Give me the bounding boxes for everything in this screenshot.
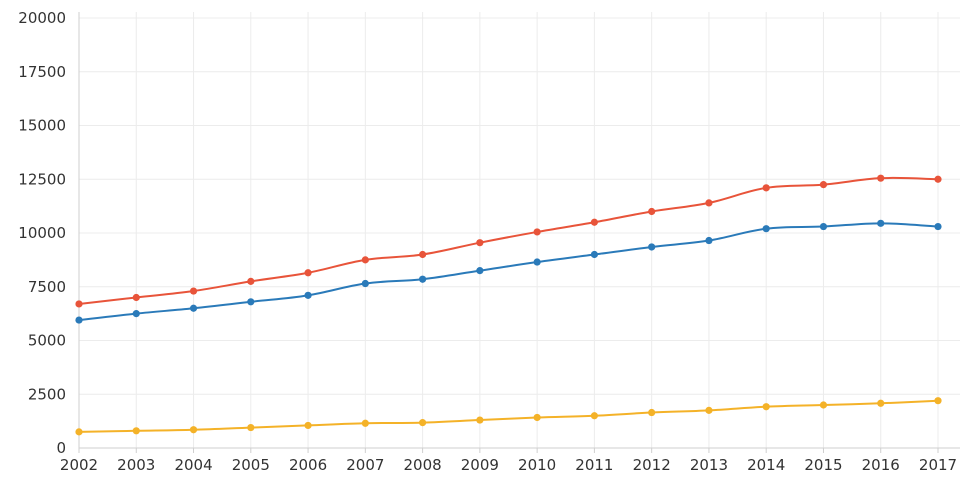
data-point: [419, 275, 427, 283]
series-line: [78, 176, 939, 305]
data-point: [419, 419, 427, 427]
data-point: [762, 184, 770, 192]
data-point: [304, 269, 312, 277]
data-point: [189, 426, 198, 434]
series-3: [75, 397, 942, 436]
data-point: [762, 403, 770, 411]
data-point: [590, 412, 599, 420]
axis-layer: [78, 12, 960, 453]
x-tick-label: 2005: [232, 456, 270, 474]
data-point: [533, 258, 541, 266]
data-point: [189, 287, 198, 295]
data-point: [132, 427, 140, 435]
data-point: [189, 304, 198, 312]
data-point: [934, 397, 942, 405]
data-point: [247, 423, 255, 432]
x-tick-label: 2010: [518, 456, 556, 474]
data-point: [533, 228, 541, 236]
y-tick-label: 10000: [18, 224, 66, 242]
series-line: [78, 399, 939, 433]
series-1: [75, 174, 942, 308]
data-point: [705, 406, 713, 414]
data-point: [247, 277, 255, 285]
data-point: [877, 219, 885, 227]
data-point: [705, 199, 713, 207]
data-point: [648, 243, 656, 251]
grid-layer: [79, 12, 960, 448]
data-point: [132, 310, 140, 318]
data-point: [590, 250, 599, 259]
data-point: [247, 298, 255, 306]
data-point: [476, 267, 484, 275]
x-tick-label: 2007: [346, 456, 384, 474]
data-point: [533, 413, 541, 422]
x-tick-label: 2014: [747, 456, 785, 474]
x-tick-label: 2011: [575, 456, 613, 474]
data-point: [419, 250, 427, 259]
data-point: [819, 181, 828, 189]
data-point: [648, 408, 656, 417]
data-point: [877, 174, 885, 182]
series-line: [78, 222, 939, 322]
data-point: [304, 421, 312, 430]
data-point: [132, 293, 140, 302]
x-tick-label: 2012: [633, 456, 671, 474]
y-tick-label: 12500: [18, 170, 66, 188]
y-tick-label: 7500: [28, 278, 66, 296]
data-point: [705, 236, 713, 245]
x-tick-label: 2004: [174, 456, 212, 474]
data-point: [762, 225, 770, 233]
y-tick-label: 0: [56, 439, 66, 457]
y-tick-label: 15000: [18, 117, 66, 135]
y-tick-label: 2500: [28, 385, 66, 403]
y-tick-label: 17500: [18, 63, 66, 81]
data-point: [75, 316, 83, 324]
x-tick-label: 2013: [690, 456, 728, 474]
data-point: [361, 419, 369, 427]
x-tick-label: 2015: [804, 456, 842, 474]
data-point: [590, 218, 599, 226]
x-tick-label: 2017: [919, 456, 957, 474]
data-point: [361, 256, 369, 264]
x-tick-label: 2006: [289, 456, 327, 474]
x-tick-label: 2016: [862, 456, 900, 474]
data-point: [361, 279, 369, 288]
x-tick-label: 2008: [404, 456, 442, 474]
y-tick-label: 20000: [18, 9, 66, 27]
data-point: [476, 239, 484, 247]
data-point: [75, 300, 83, 308]
data-point: [476, 416, 484, 424]
data-point: [819, 222, 828, 231]
x-tick-label: 2003: [117, 456, 155, 474]
x-tick-label: 2009: [461, 456, 499, 474]
x-tick-label: 2002: [60, 456, 98, 474]
data-point: [877, 399, 885, 407]
data-point: [819, 401, 828, 409]
series-2: [75, 219, 942, 324]
y-tick-label: 5000: [28, 332, 66, 350]
series-layer: [75, 174, 942, 436]
data-point: [934, 222, 942, 231]
data-point: [75, 428, 83, 436]
data-point: [648, 207, 656, 216]
label-layer: 0 2500 5000 7500 10000 12500 15000 17500 20000 20…: [18, 9, 957, 474]
data-point: [934, 175, 942, 183]
data-point: [304, 291, 312, 299]
